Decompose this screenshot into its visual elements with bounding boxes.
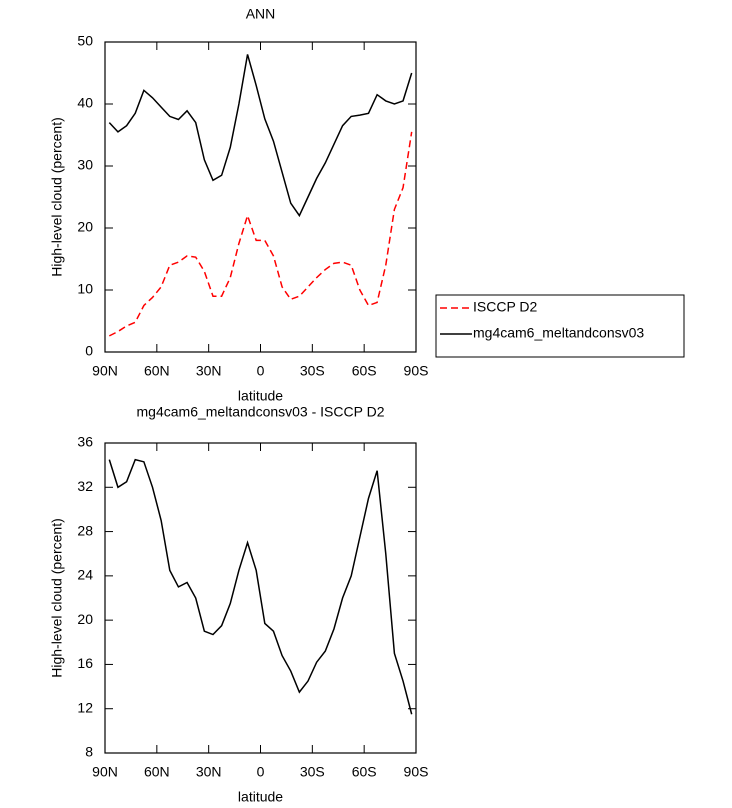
legend-box — [435, 294, 685, 358]
y-tick-label: 8 — [85, 744, 93, 760]
x-tick-label: 90S — [404, 363, 429, 379]
y-tick-label: 40 — [77, 95, 93, 111]
legend-label: mg4cam6_meltandconsv03 — [473, 325, 644, 341]
x-tick-label: 30N — [196, 764, 222, 780]
y-tick-label: 24 — [77, 567, 93, 583]
x-tick-label: 90N — [92, 363, 118, 379]
y-tick-label: 16 — [77, 655, 93, 671]
y-tick-label: 30 — [77, 157, 93, 173]
x-tick-label: 60N — [144, 363, 170, 379]
y-tick-label: 12 — [77, 699, 93, 715]
y-tick-label: 36 — [77, 434, 93, 450]
y-tick-label: 20 — [77, 611, 93, 627]
y-tick-label: 0 — [85, 343, 93, 359]
x-tick-label: 90N — [92, 764, 118, 780]
y-axis-label: High-level cloud (percent) — [49, 518, 65, 678]
y-tick-label: 10 — [77, 281, 93, 297]
plot-frame — [104, 442, 417, 754]
chart-title: ANN — [246, 6, 276, 22]
data-line — [108, 131, 413, 337]
y-tick-label: 50 — [77, 33, 93, 49]
data-line — [108, 458, 413, 715]
x-tick-label: 60S — [352, 363, 377, 379]
x-tick-label: 0 — [257, 764, 265, 780]
x-tick-label: 60N — [144, 764, 170, 780]
x-tick-label: 90S — [404, 764, 429, 780]
y-tick-label: 28 — [77, 522, 93, 538]
x-tick-label: 30S — [300, 764, 325, 780]
data-line — [108, 54, 413, 218]
chart-title: mg4cam6_meltandconsv03 - ISCCP D2 — [137, 404, 385, 420]
x-axis-label: latitude — [238, 789, 283, 805]
x-tick-label: 30N — [196, 363, 222, 379]
y-tick-label: 32 — [77, 478, 93, 494]
legend-label: ISCCP D2 — [473, 299, 538, 315]
x-axis-label: latitude — [238, 388, 283, 404]
y-tick-label: 20 — [77, 219, 93, 235]
plot-frame — [104, 41, 417, 353]
x-tick-label: 30S — [300, 363, 325, 379]
x-tick-label: 0 — [257, 363, 265, 379]
y-axis-label: High-level cloud (percent) — [49, 117, 65, 277]
x-tick-label: 60S — [352, 764, 377, 780]
